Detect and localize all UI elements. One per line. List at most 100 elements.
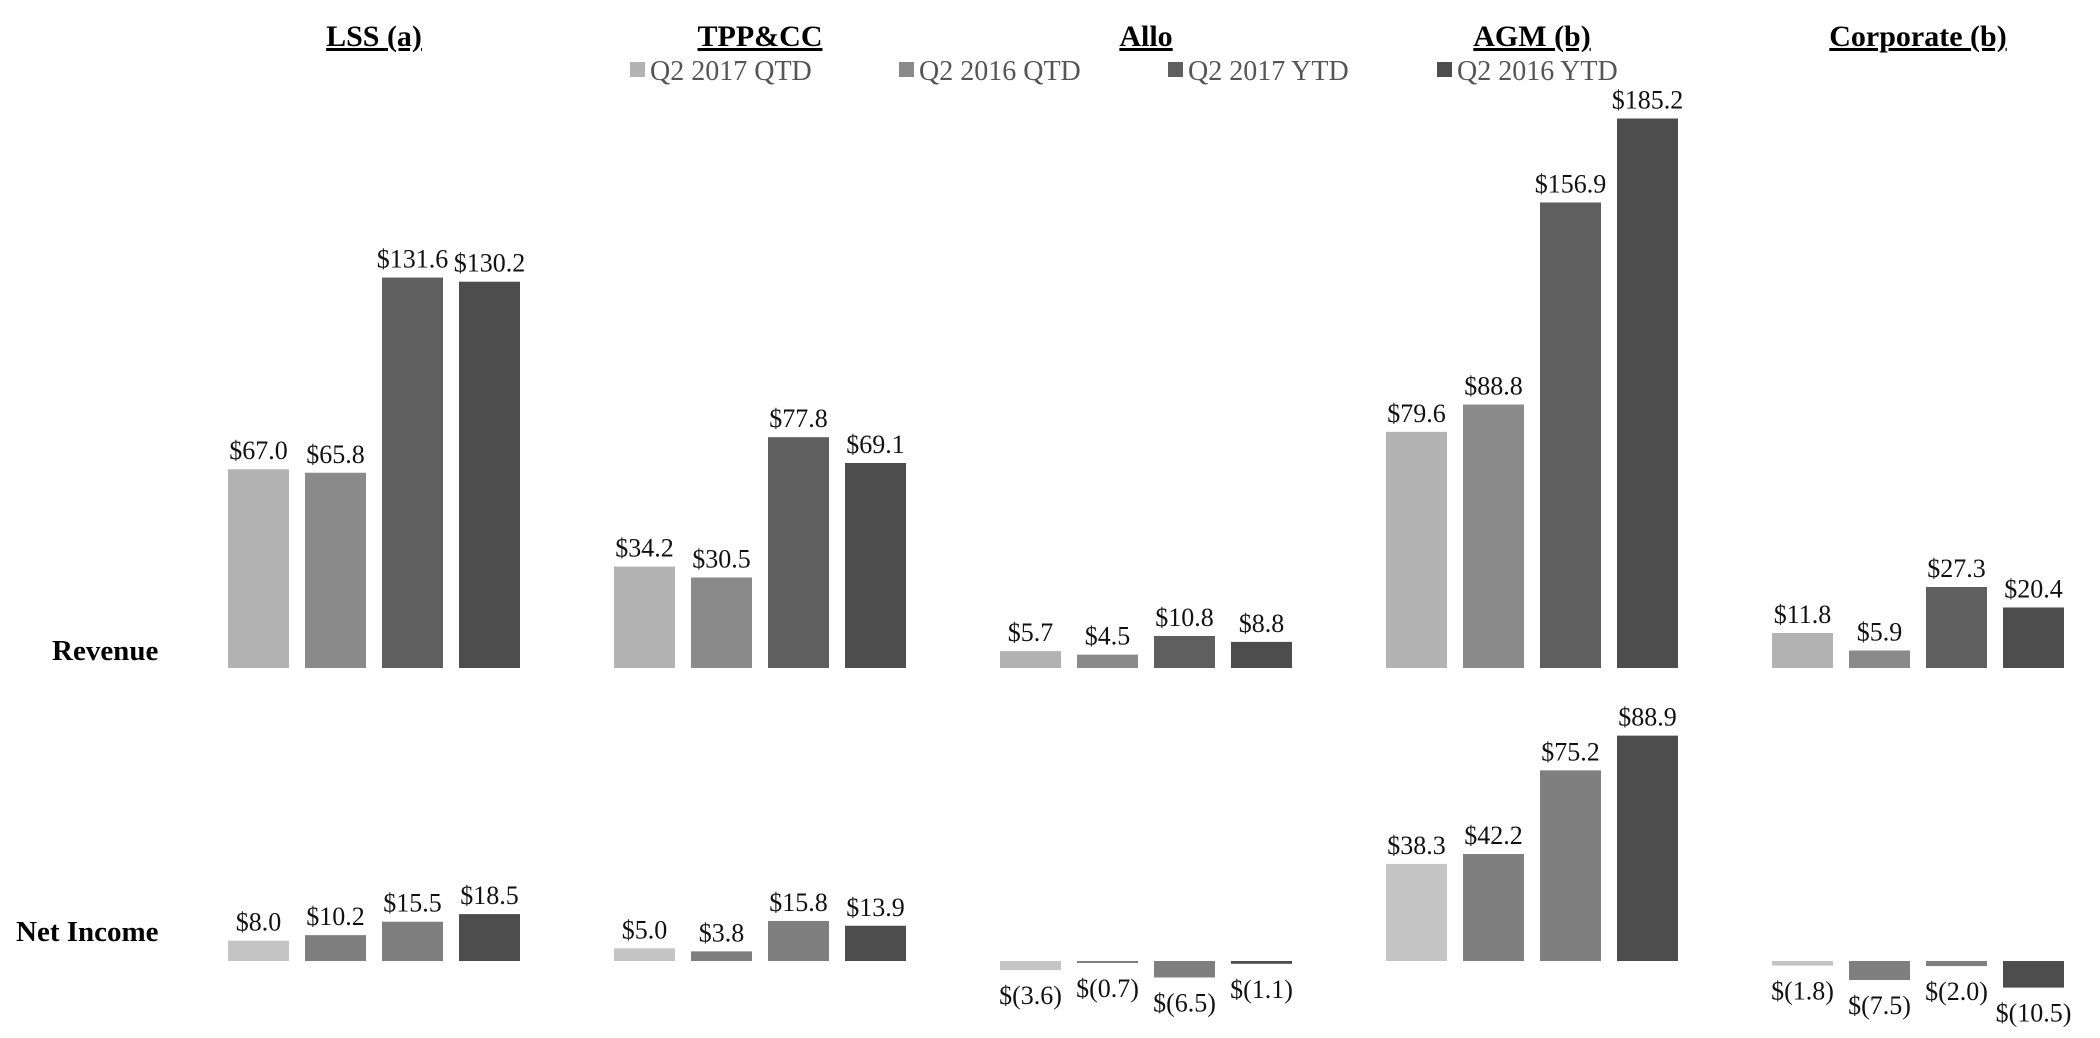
net-income-bar-lss-a-q2-2016-qtd [305, 935, 366, 961]
net-income-label-corporate-b-q2-2017-qtd: $(1.8) [1771, 977, 1834, 1006]
net-income-bar-tpp-cc-q2-2016-ytd [845, 925, 906, 961]
legend-swatch-q2-2016-qtd [899, 62, 914, 77]
segment-title-allo: Allo [1119, 20, 1172, 53]
net-income-bar-allo-q2-2017-ytd [1154, 961, 1215, 978]
net-income-label-allo-q2-2017-ytd: $(6.5) [1153, 988, 1216, 1017]
revenue-bar-allo-q2-2017-qtd [1000, 651, 1061, 668]
net-income-label-lss-a-q2-2017-ytd: $15.5 [383, 889, 442, 918]
net-income-label-tpp-cc-q2-2017-ytd: $15.8 [769, 888, 828, 917]
revenue-bar-lss-a-q2-2016-ytd [459, 281, 520, 668]
net-income-label-corporate-b-q2-2016-ytd: $(10.5) [1996, 999, 2072, 1028]
revenue-label-corporate-b-q2-2017-ytd: $27.3 [1927, 554, 1986, 583]
revenue-label-tpp-cc-q2-2016-ytd: $69.1 [846, 430, 905, 459]
net-income-bar-agm-b-q2-2017-ytd [1540, 770, 1601, 961]
revenue-bar-corporate-b-q2-2017-ytd [1926, 587, 1987, 668]
net-income-bar-tpp-cc-q2-2017-ytd [768, 920, 829, 961]
revenue-bar-lss-a-q2-2016-qtd [305, 472, 366, 668]
revenue-bar-agm-b-q2-2016-ytd [1617, 118, 1678, 668]
net-income-bar-agm-b-q2-2017-qtd [1386, 863, 1447, 961]
revenue-label-lss-a-q2-2017-ytd: $131.6 [377, 245, 449, 274]
revenue-label-tpp-cc-q2-2016-qtd: $30.5 [692, 545, 751, 574]
legend-swatch-q2-2017-ytd [1168, 62, 1183, 77]
revenue-bar-lss-a-q2-2017-ytd [382, 277, 443, 668]
segment-title-corporate-b: Corporate (b) [1829, 20, 2006, 53]
revenue-bar-allo-q2-2016-qtd [1077, 654, 1138, 668]
row-label-revenue: Revenue [52, 635, 158, 667]
revenue-bar-corporate-b-q2-2017-qtd [1772, 632, 1833, 668]
revenue-label-agm-b-q2-2017-ytd: $156.9 [1535, 169, 1607, 198]
segment-title-lss-a: LSS (a) [326, 20, 422, 53]
net-income-bar-agm-b-q2-2016-qtd [1463, 854, 1524, 961]
net-income-label-tpp-cc-q2-2017-qtd: $5.0 [622, 915, 668, 944]
revenue-bar-allo-q2-2017-ytd [1154, 635, 1215, 668]
net-income-label-allo-q2-2016-ytd: $(1.1) [1230, 975, 1293, 1004]
net-income-bar-allo-q2-2017-qtd [1000, 961, 1061, 971]
legend-swatch-q2-2017-qtd [630, 62, 645, 77]
revenue-bar-tpp-cc-q2-2017-ytd [768, 437, 829, 668]
net-income-label-lss-a-q2-2016-ytd: $18.5 [460, 881, 519, 910]
revenue-label-agm-b-q2-2016-qtd: $88.8 [1464, 372, 1523, 401]
net-income-bar-lss-a-q2-2017-ytd [382, 921, 443, 961]
revenue-label-tpp-cc-q2-2017-qtd: $34.2 [615, 534, 674, 563]
revenue-bar-agm-b-q2-2017-qtd [1386, 431, 1447, 668]
revenue-bars: $67.0 $65.8 $131.6 $130.2 $34.2 $30.5 $77.8 $69… [228, 86, 2064, 668]
revenue-bar-corporate-b-q2-2016-qtd [1849, 650, 1910, 668]
net-income-bar-corporate-b-q2-2017-ytd [1926, 961, 1987, 967]
revenue-label-allo-q2-2016-ytd: $8.8 [1239, 609, 1285, 638]
net-income-bar-lss-a-q2-2017-qtd [228, 940, 289, 961]
revenue-bar-corporate-b-q2-2016-ytd [2003, 607, 2064, 668]
net-income-label-tpp-cc-q2-2016-qtd: $3.8 [699, 918, 745, 947]
revenue-label-allo-q2-2017-ytd: $10.8 [1155, 603, 1214, 632]
net-income-bar-agm-b-q2-2016-ytd [1617, 735, 1678, 961]
net-income-bar-tpp-cc-q2-2016-qtd [691, 951, 752, 961]
revenue-label-corporate-b-q2-2016-ytd: $20.4 [2004, 574, 2063, 603]
net-income-bar-lss-a-q2-2016-ytd [459, 914, 520, 961]
revenue-bar-allo-q2-2016-ytd [1231, 641, 1292, 668]
legend-label-q2-2016-ytd: Q2 2016 YTD [1457, 56, 1618, 87]
net-income-label-corporate-b-q2-2016-qtd: $(7.5) [1848, 991, 1911, 1020]
revenue-label-lss-a-q2-2016-ytd: $130.2 [454, 249, 526, 278]
net-income-label-agm-b-q2-2017-qtd: $38.3 [1387, 831, 1446, 860]
revenue-bar-tpp-cc-q2-2016-ytd [845, 462, 906, 668]
revenue-bar-agm-b-q2-2016-qtd [1463, 404, 1524, 668]
revenue-label-agm-b-q2-2016-ytd: $185.2 [1612, 86, 1684, 115]
legend: Q2 2017 QTD Q2 2016 QTD Q2 2017 YTD Q2 2016… [630, 56, 1618, 87]
net-income-bar-corporate-b-q2-2016-ytd [2003, 961, 2064, 988]
legend-label-q2-2017-ytd: Q2 2017 YTD [1188, 56, 1349, 87]
legend-label-q2-2016-qtd: Q2 2016 QTD [919, 56, 1081, 87]
net-income-bar-corporate-b-q2-2017-qtd [1772, 961, 1833, 966]
revenue-bar-tpp-cc-q2-2017-qtd [614, 566, 675, 668]
segment-title-agm-b: AGM (b) [1473, 20, 1590, 53]
revenue-label-lss-a-q2-2016-qtd: $65.8 [306, 440, 365, 469]
net-income-bar-allo-q2-2016-qtd [1077, 961, 1138, 963]
segment-title-tpp-cc: TPP&CC [698, 20, 823, 53]
net-income-bars: $8.0 $10.2 $15.5 $18.5 $5.0 $3.8 $15.8 $13.9 $(3… [228, 703, 2071, 1028]
revenue-label-lss-a-q2-2017-qtd: $67.0 [229, 436, 288, 465]
revenue-label-allo-q2-2016-qtd: $4.5 [1085, 622, 1131, 651]
revenue-label-corporate-b-q2-2017-qtd: $11.8 [1774, 600, 1832, 629]
net-income-bar-tpp-cc-q2-2017-qtd [614, 948, 675, 961]
revenue-bar-agm-b-q2-2017-ytd [1540, 202, 1601, 668]
revenue-label-tpp-cc-q2-2017-ytd: $77.8 [769, 404, 828, 433]
net-income-bar-corporate-b-q2-2016-qtd [1849, 961, 1910, 981]
row-label-net-income: Net Income [16, 916, 159, 948]
revenue-label-allo-q2-2017-qtd: $5.7 [1008, 618, 1054, 647]
net-income-label-agm-b-q2-2016-ytd: $88.9 [1618, 703, 1677, 732]
net-income-bar-allo-q2-2016-ytd [1231, 961, 1292, 964]
revenue-label-corporate-b-q2-2016-qtd: $5.9 [1857, 617, 1903, 646]
net-income-label-agm-b-q2-2017-ytd: $75.2 [1541, 737, 1600, 766]
revenue-label-agm-b-q2-2017-qtd: $79.6 [1387, 399, 1446, 428]
net-income-label-allo-q2-2017-qtd: $(3.6) [999, 981, 1062, 1010]
segment-titles: LSS (a) TPP&CC Allo AGM (b) Corporate (b) [326, 20, 2007, 53]
net-income-label-lss-a-q2-2016-qtd: $10.2 [306, 902, 365, 931]
net-income-label-tpp-cc-q2-2016-ytd: $13.9 [846, 893, 905, 922]
legend-label-q2-2017-qtd: Q2 2017 QTD [650, 56, 812, 87]
net-income-label-corporate-b-q2-2017-ytd: $(2.0) [1925, 977, 1988, 1006]
revenue-bar-tpp-cc-q2-2016-qtd [691, 577, 752, 668]
revenue-bar-lss-a-q2-2017-qtd [228, 469, 289, 668]
net-income-label-agm-b-q2-2016-qtd: $42.2 [1464, 821, 1523, 850]
net-income-label-lss-a-q2-2017-qtd: $8.0 [236, 908, 282, 937]
net-income-label-allo-q2-2016-qtd: $(0.7) [1076, 974, 1139, 1003]
legend-swatch-q2-2016-ytd [1437, 62, 1452, 77]
